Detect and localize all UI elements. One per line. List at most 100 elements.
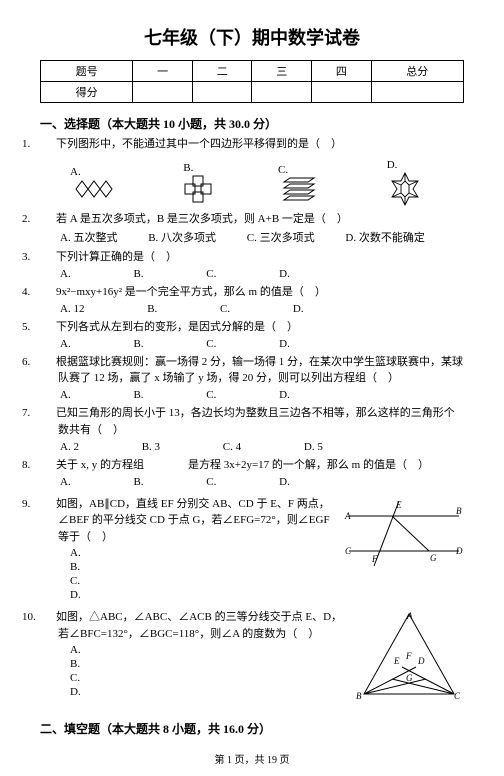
row-label: 得分 <box>41 82 133 103</box>
q5-text: 下列各式从左到右的变形，是因式分解的是（ ） <box>56 321 298 333</box>
score-table: 题号 一 二 三 四 总分 得分 <box>40 60 464 103</box>
q8-opt-a: A. <box>60 476 71 488</box>
col-header: 题号 <box>41 61 133 82</box>
q9-opt-c: C. <box>70 575 336 587</box>
q5-opt-c: C. <box>206 338 216 350</box>
q6-opt-b: B. <box>133 389 143 401</box>
q1-text: 下列图形中，不能通过其中一个四边形平移得到的是（ ） <box>56 138 342 150</box>
col-header: 一 <box>133 61 193 82</box>
q6-opt-a: A. <box>60 389 71 401</box>
q3-opt-d: D. <box>279 268 290 280</box>
question-10: 10.如图，△ABC，∠ABC、∠ACB 的三等分线交于点 E、D，若∠BFC=… <box>40 609 346 642</box>
question-6: 6.根据篮球比赛规则：赢一场得 2 分，输一场得 1 分，在某次中学生篮球联赛中… <box>40 354 464 387</box>
q2-text: 若 A 是五次多项式，B 是三次多项式，则 A+B 一定是（ ） <box>56 213 348 225</box>
question-4: 4.9x²−mxy+16y² 是一个完全平方式，那么 m 的值是（ ） <box>40 284 464 301</box>
label-B: B <box>456 506 462 516</box>
col-header: 三 <box>252 61 312 82</box>
q1-opt-d: D. <box>387 159 436 207</box>
q4-options: A. 12 B. C. D. <box>60 302 464 314</box>
q3-opt-a: A. <box>60 268 71 280</box>
section-2-heading: 二、填空题（本大题共 8 小题，共 16.0 分） <box>40 720 464 737</box>
cross-squares-icon <box>183 174 213 204</box>
q1-opt-b: B. <box>183 162 226 204</box>
question-10-wrap: 10.如图，△ABC，∠ABC、∠ACB 的三等分线交于点 E、D，若∠BFC=… <box>40 605 464 704</box>
q8-opt-d: D. <box>279 476 290 488</box>
question-3: 3.下列计算正确的是（ ） <box>40 249 464 266</box>
q4-opt-b: B. <box>147 303 157 315</box>
label-G10: G <box>406 673 413 683</box>
cell <box>312 82 372 103</box>
label-F10: F <box>405 651 412 661</box>
q3-options: A. B. C. D. <box>60 268 464 280</box>
q6-opt-c: C. <box>206 389 216 401</box>
q9-opt-a: A. <box>70 547 336 559</box>
q1-opt-c: C. <box>278 164 335 202</box>
label-G: G <box>430 553 437 563</box>
label-C10: C <box>454 691 461 701</box>
q1-num: 1. <box>40 136 56 153</box>
col-header: 二 <box>192 61 252 82</box>
q2-options: A. 五次整式 B. 八次多项式 C. 三次多项式 D. 次数不能确定 <box>60 229 464 245</box>
q7-opt-c: C. 4 <box>223 441 241 453</box>
label-A: A <box>344 511 351 521</box>
page-title: 七年级（下）期中数学试卷 <box>40 24 464 50</box>
q4-opt-d: D. <box>293 303 304 315</box>
question-2: 2.若 A 是五次多项式，B 是三次多项式，则 A+B 一定是（ ） <box>40 211 464 228</box>
q10-text: 如图，△ABC，∠ABC、∠ACB 的三等分线交于点 E、D，若∠BFC=132… <box>56 611 342 640</box>
question-9-wrap: 9.如图，AB∥CD，直线 EF 分别交 AB、CD 于 E、F 两点，∠BEF… <box>40 492 464 606</box>
q1-options: A. B. C. <box>70 159 464 207</box>
q4-text: 9x²−mxy+16y² 是一个完全平方式，那么 m 的值是（ ） <box>56 286 326 298</box>
q5-num: 5. <box>40 319 56 336</box>
q6-options: A. B. C. D. <box>60 389 464 401</box>
label-F: F <box>371 554 378 564</box>
q1-opt-a: A. <box>70 166 131 200</box>
q5-opt-a: A. <box>60 338 71 350</box>
page-footer: 第 1 页，共 19 页 <box>40 751 464 766</box>
q6-num: 6. <box>40 354 56 371</box>
q10-opt-d: D. <box>70 686 346 698</box>
q4-opt-a: A. 12 <box>60 303 84 315</box>
q3-num: 3. <box>40 249 56 266</box>
q2-opt-a: A. 五次整式 <box>60 229 117 245</box>
parallelogram-stack-icon <box>278 176 322 202</box>
q7-num: 7. <box>40 405 56 422</box>
q2-opt-d: D. 次数不能确定 <box>345 229 424 245</box>
q9-opt-b: B. <box>70 561 336 573</box>
q8-opt-b: B. <box>133 476 143 488</box>
q5-opt-d: D. <box>279 338 290 350</box>
col-header: 四 <box>312 61 372 82</box>
diamond-row-icon <box>70 178 118 200</box>
q7-text: 已知三角形的周长小于 13，各边长均为整数且三边各不相等，那么这样的三角形个数共… <box>56 407 455 436</box>
q10-opt-c: C. <box>70 672 346 684</box>
q10-opt-b: B. <box>70 658 346 670</box>
q8-text: 关于 x, y 的方程组 是方程 3x+2y=17 的一个解，那么 m 的值是（… <box>56 459 429 471</box>
label-B10: B <box>356 691 362 701</box>
question-5: 5.下列各式从左到右的变形，是因式分解的是（ ） <box>40 319 464 336</box>
q8-num: 8. <box>40 457 56 474</box>
label-D10: D <box>417 656 425 666</box>
q4-num: 4. <box>40 284 56 301</box>
star-hex-icon <box>387 171 423 207</box>
section-1-heading: 一、选择题（本大题共 10 小题，共 30.0 分） <box>40 115 464 132</box>
q9-options: A. B. C. D. <box>70 547 336 601</box>
label-C: C <box>345 546 352 556</box>
q3-text: 下列计算正确的是（ ） <box>56 251 177 263</box>
col-header: 总分 <box>371 61 463 82</box>
question-8: 8.关于 x, y 的方程组 是方程 3x+2y=17 的一个解，那么 m 的值… <box>40 457 464 474</box>
q6-opt-d: D. <box>279 389 290 401</box>
label-E: E <box>395 500 402 510</box>
q10-opt-a: A. <box>70 644 346 656</box>
q7-options: A. 2 B. 3 C. 4 D. 5 <box>60 440 464 452</box>
q8-options: A. B. C. D. <box>60 475 464 487</box>
q3-opt-b: B. <box>133 268 143 280</box>
cell <box>371 82 463 103</box>
label-A10: A <box>406 611 413 621</box>
question-9: 9.如图，AB∥CD，直线 EF 分别交 AB、CD 于 E、F 两点，∠BEF… <box>40 496 336 546</box>
q7-opt-b: B. 3 <box>142 441 160 453</box>
q8-opt-c: C. <box>206 476 216 488</box>
q9-text: 如图，AB∥CD，直线 EF 分别交 AB、CD 于 E、F 两点，∠BEF 的… <box>56 498 330 543</box>
q5-options: A. B. C. D. <box>60 337 464 349</box>
q5-opt-b: B. <box>133 338 143 350</box>
q2-num: 2. <box>40 211 56 228</box>
q2-opt-c: C. 三次多项式 <box>247 229 315 245</box>
